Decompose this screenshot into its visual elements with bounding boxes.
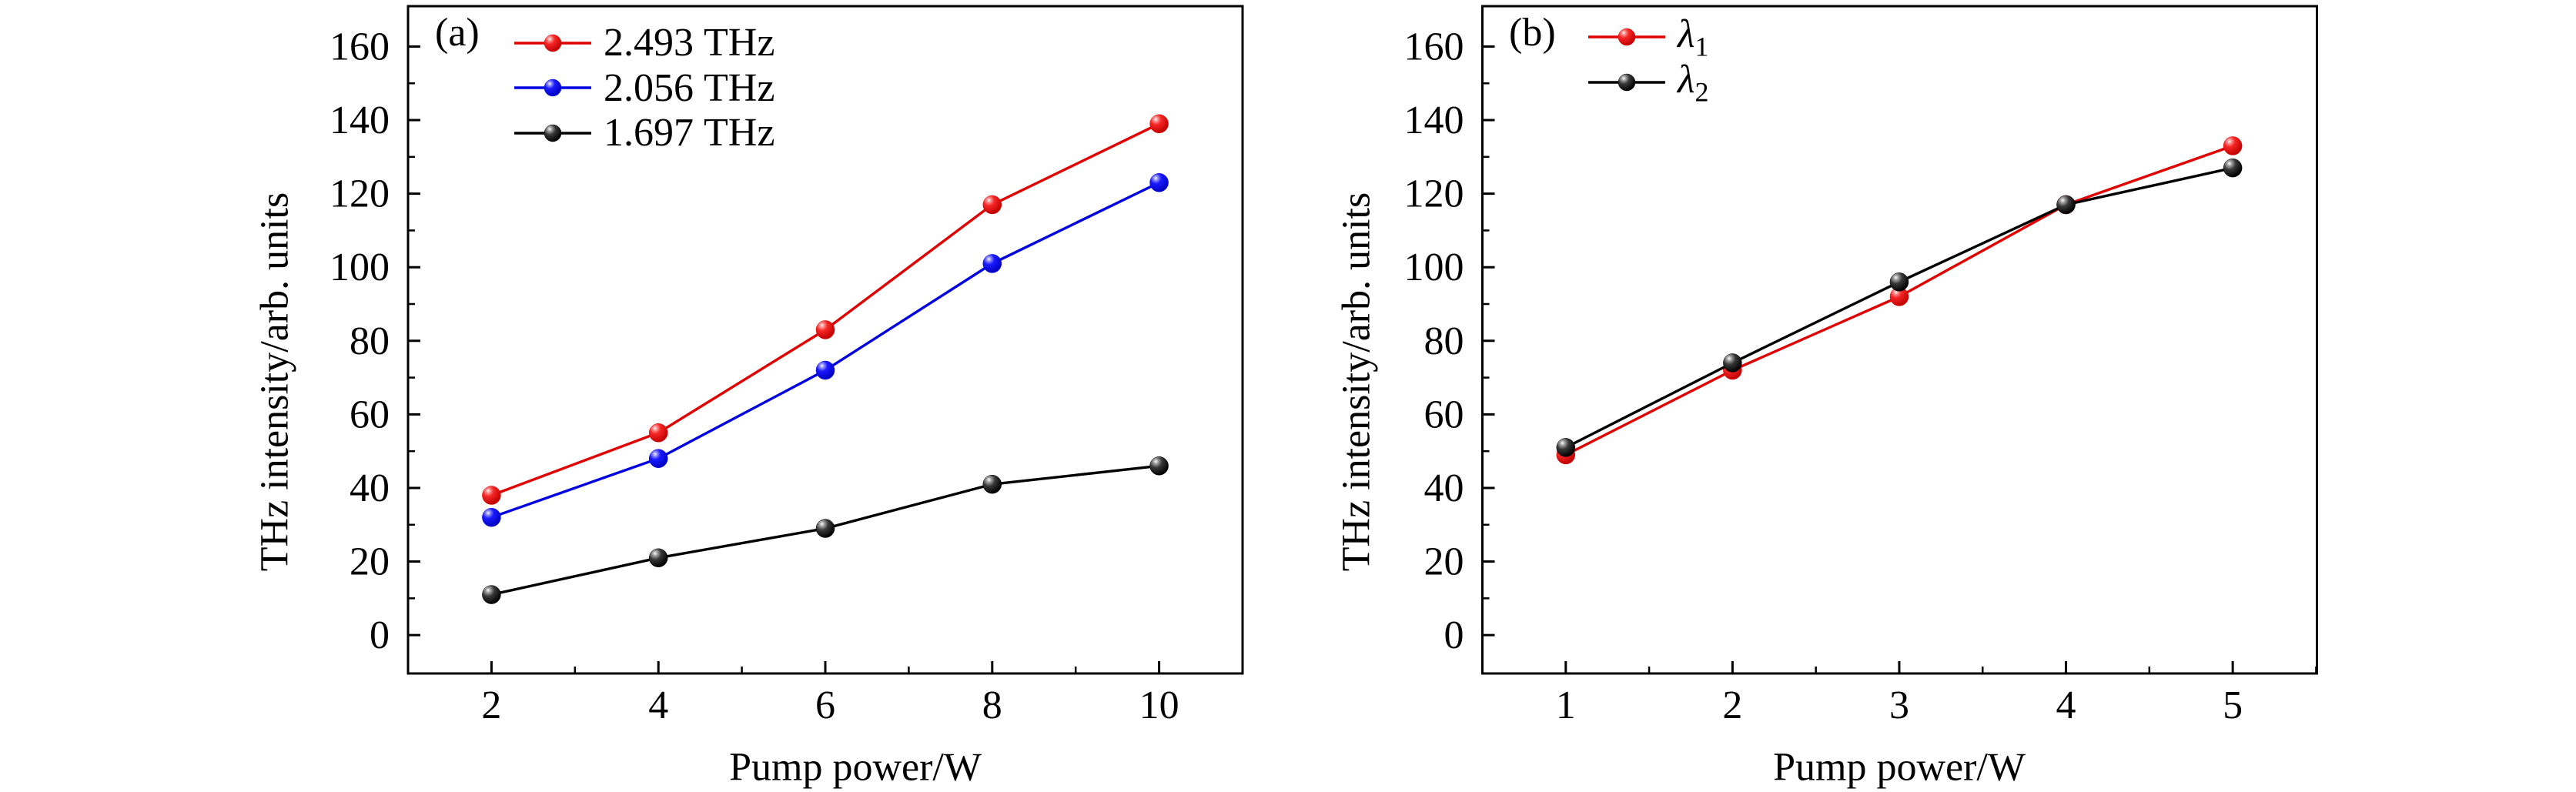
svg-text:160: 160	[330, 25, 390, 69]
svg-text:2: 2	[1722, 683, 1742, 727]
svg-text:10: 10	[1139, 683, 1179, 727]
svg-text:0: 0	[1444, 613, 1464, 657]
svg-text:140: 140	[330, 99, 390, 142]
svg-text:4: 4	[2056, 683, 2076, 727]
svg-text:8: 8	[982, 683, 1002, 727]
svg-text:1: 1	[1556, 683, 1576, 727]
svg-text:120: 120	[1404, 172, 1464, 216]
svg-text:6: 6	[815, 683, 835, 727]
svg-text:160: 160	[1404, 25, 1464, 69]
svg-text:40: 40	[1424, 466, 1464, 510]
svg-text:100: 100	[330, 246, 390, 289]
svg-text:60: 60	[1424, 393, 1464, 436]
svg-text:100: 100	[1404, 246, 1464, 289]
svg-text:0: 0	[370, 613, 390, 657]
svg-text:80: 80	[350, 319, 390, 363]
svg-text:80: 80	[1424, 319, 1464, 363]
svg-text:40: 40	[350, 466, 390, 510]
svg-text:20: 20	[1424, 540, 1464, 584]
svg-text:4: 4	[648, 683, 668, 727]
svg-text:20: 20	[350, 540, 390, 584]
svg-text:5: 5	[2223, 683, 2243, 727]
svg-text:2: 2	[481, 683, 501, 727]
svg-text:3: 3	[1889, 683, 1909, 727]
svg-text:140: 140	[1404, 99, 1464, 142]
svg-text:120: 120	[330, 172, 390, 216]
svg-text:60: 60	[350, 393, 390, 436]
